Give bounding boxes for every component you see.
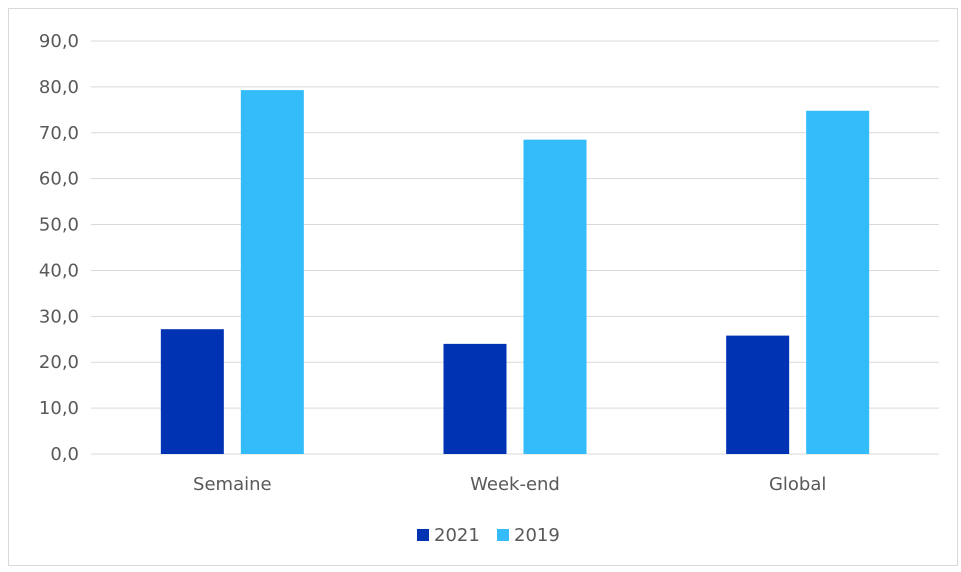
bar-2021-global [726, 335, 790, 454]
y-tick-label: 0,0 [50, 444, 79, 465]
gridlines [91, 40, 939, 455]
bar-chart: 0,010,020,030,040,050,060,070,080,090,0 … [39, 31, 939, 546]
y-tick-label: 90,0 [39, 31, 79, 52]
bars [160, 90, 870, 455]
legend-swatch-2019 [497, 529, 509, 541]
bar-2021-semaine [160, 329, 224, 454]
y-axis-ticks: 0,0 10,0 20,0 30,0 40,0 50,0 60,0 70,0 80,0 90,0 [39, 31, 79, 465]
x-category-label: Week-end [470, 474, 560, 495]
y-tick-label: 50,0 [39, 215, 79, 236]
bar-2021-week-end [443, 343, 507, 454]
y-tick-label: 20,0 [39, 352, 79, 373]
x-category-label: Semaine [193, 474, 272, 495]
bar-2019-week-end [523, 139, 587, 454]
y-tick-label: 40,0 [39, 260, 79, 281]
legend-label-2021: 2021 [434, 525, 480, 546]
x-axis-categories: Semaine Week-end Global [193, 474, 826, 495]
bar-2019-global [806, 110, 870, 455]
chart-frame: 0,0 10,0 20,0 30,0 40,0 50,0 60,0 70,0 80,0 90,0 … [8, 8, 958, 566]
bar-2019-semaine [240, 90, 304, 455]
legend-swatch-2021 [417, 529, 429, 541]
y-tick-label: 10,0 [39, 398, 79, 419]
legend-label-2019: 2019 [514, 525, 560, 546]
y-tick-label: 60,0 [39, 169, 79, 190]
y-tick-label: 70,0 [39, 123, 79, 144]
x-category-label: Global [769, 474, 826, 495]
legend: 2021 2019 [417, 525, 560, 546]
y-tick-label: 80,0 [39, 77, 79, 98]
y-tick-label: 30,0 [39, 306, 79, 327]
